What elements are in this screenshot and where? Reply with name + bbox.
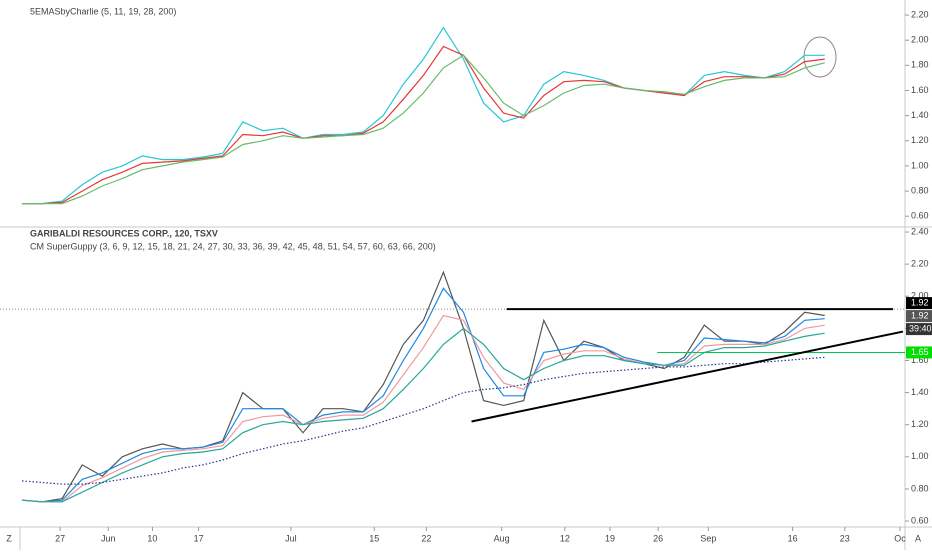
series-line [21,287,825,503]
y-tick-label: 1.40 [911,110,929,120]
x-tick-label: 16 [788,533,798,543]
series-line [21,356,825,485]
indicator-title: 5EMASbyCharlie (5, 11, 19, 28, 200) [30,6,176,16]
corner-label: A [915,533,921,543]
series-line [22,54,825,205]
y-tick-label: 1.60 [911,355,929,365]
prev-close-label: 1.92 [911,310,929,320]
prev-close-box [906,310,932,323]
y-tick-label: 0.80 [911,483,929,493]
y-tick-label: 1.00 [911,160,929,170]
last-price-label: 1.92 [911,297,929,307]
x-tick-label: 26 [653,533,663,543]
y-tick-label: 0.60 [911,515,929,525]
x-tick-label: Oc [894,533,906,543]
chart-title: GARIBALDI RESOURCES CORP., 120, TSXV [30,228,218,238]
x-tick-label: 15 [369,533,379,543]
highlight-circle [803,36,837,78]
y-tick-label: 2.40 [911,226,929,236]
y-tick-label: 1.80 [911,60,929,70]
y-tick-label: 2.20 [911,9,929,19]
y-tick-label: 2.00 [911,291,929,301]
y-tick-label: 2.20 [911,259,929,269]
x-tick-label: 23 [840,533,850,543]
trendline [471,330,904,423]
y-tick-label: 0.60 [911,211,929,221]
support-label-box [906,346,932,359]
corner-label: Z [6,533,12,543]
x-tick-label: 12 [560,533,570,543]
x-tick-label: 22 [421,533,431,543]
countdown-label: 39:40 [909,323,932,333]
x-tick-label: 10 [147,533,157,543]
x-tick-label: 17 [194,533,204,543]
x-tick-label: Jun [101,533,116,543]
y-tick-label: 1.60 [911,85,929,95]
y-tick-label: 1.00 [911,451,929,461]
y-tick-label: 0.80 [911,185,929,195]
x-tick-label: Sep [700,533,716,543]
series-line [21,270,825,503]
y-tick-label: 1.40 [911,387,929,397]
x-tick-label: Aug [494,533,510,543]
series-line [22,26,825,205]
y-tick-label: 2.00 [911,35,929,45]
series-line [21,314,825,503]
y-tick-label: 1.20 [911,135,929,145]
countdown-box [906,323,932,336]
indicator-subtitle: CM SuperGuppy (3, 6, 9, 12, 15, 18, 21, … [30,241,436,251]
x-tick-label: 19 [605,533,615,543]
series-line [21,327,825,503]
series-line [22,45,825,205]
y-tick-label: 1.20 [911,419,929,429]
x-tick-label: 27 [55,533,65,543]
x-tick-label: Jul [285,533,297,543]
last-price-box [906,297,932,310]
support-label: 1.65 [911,347,929,357]
